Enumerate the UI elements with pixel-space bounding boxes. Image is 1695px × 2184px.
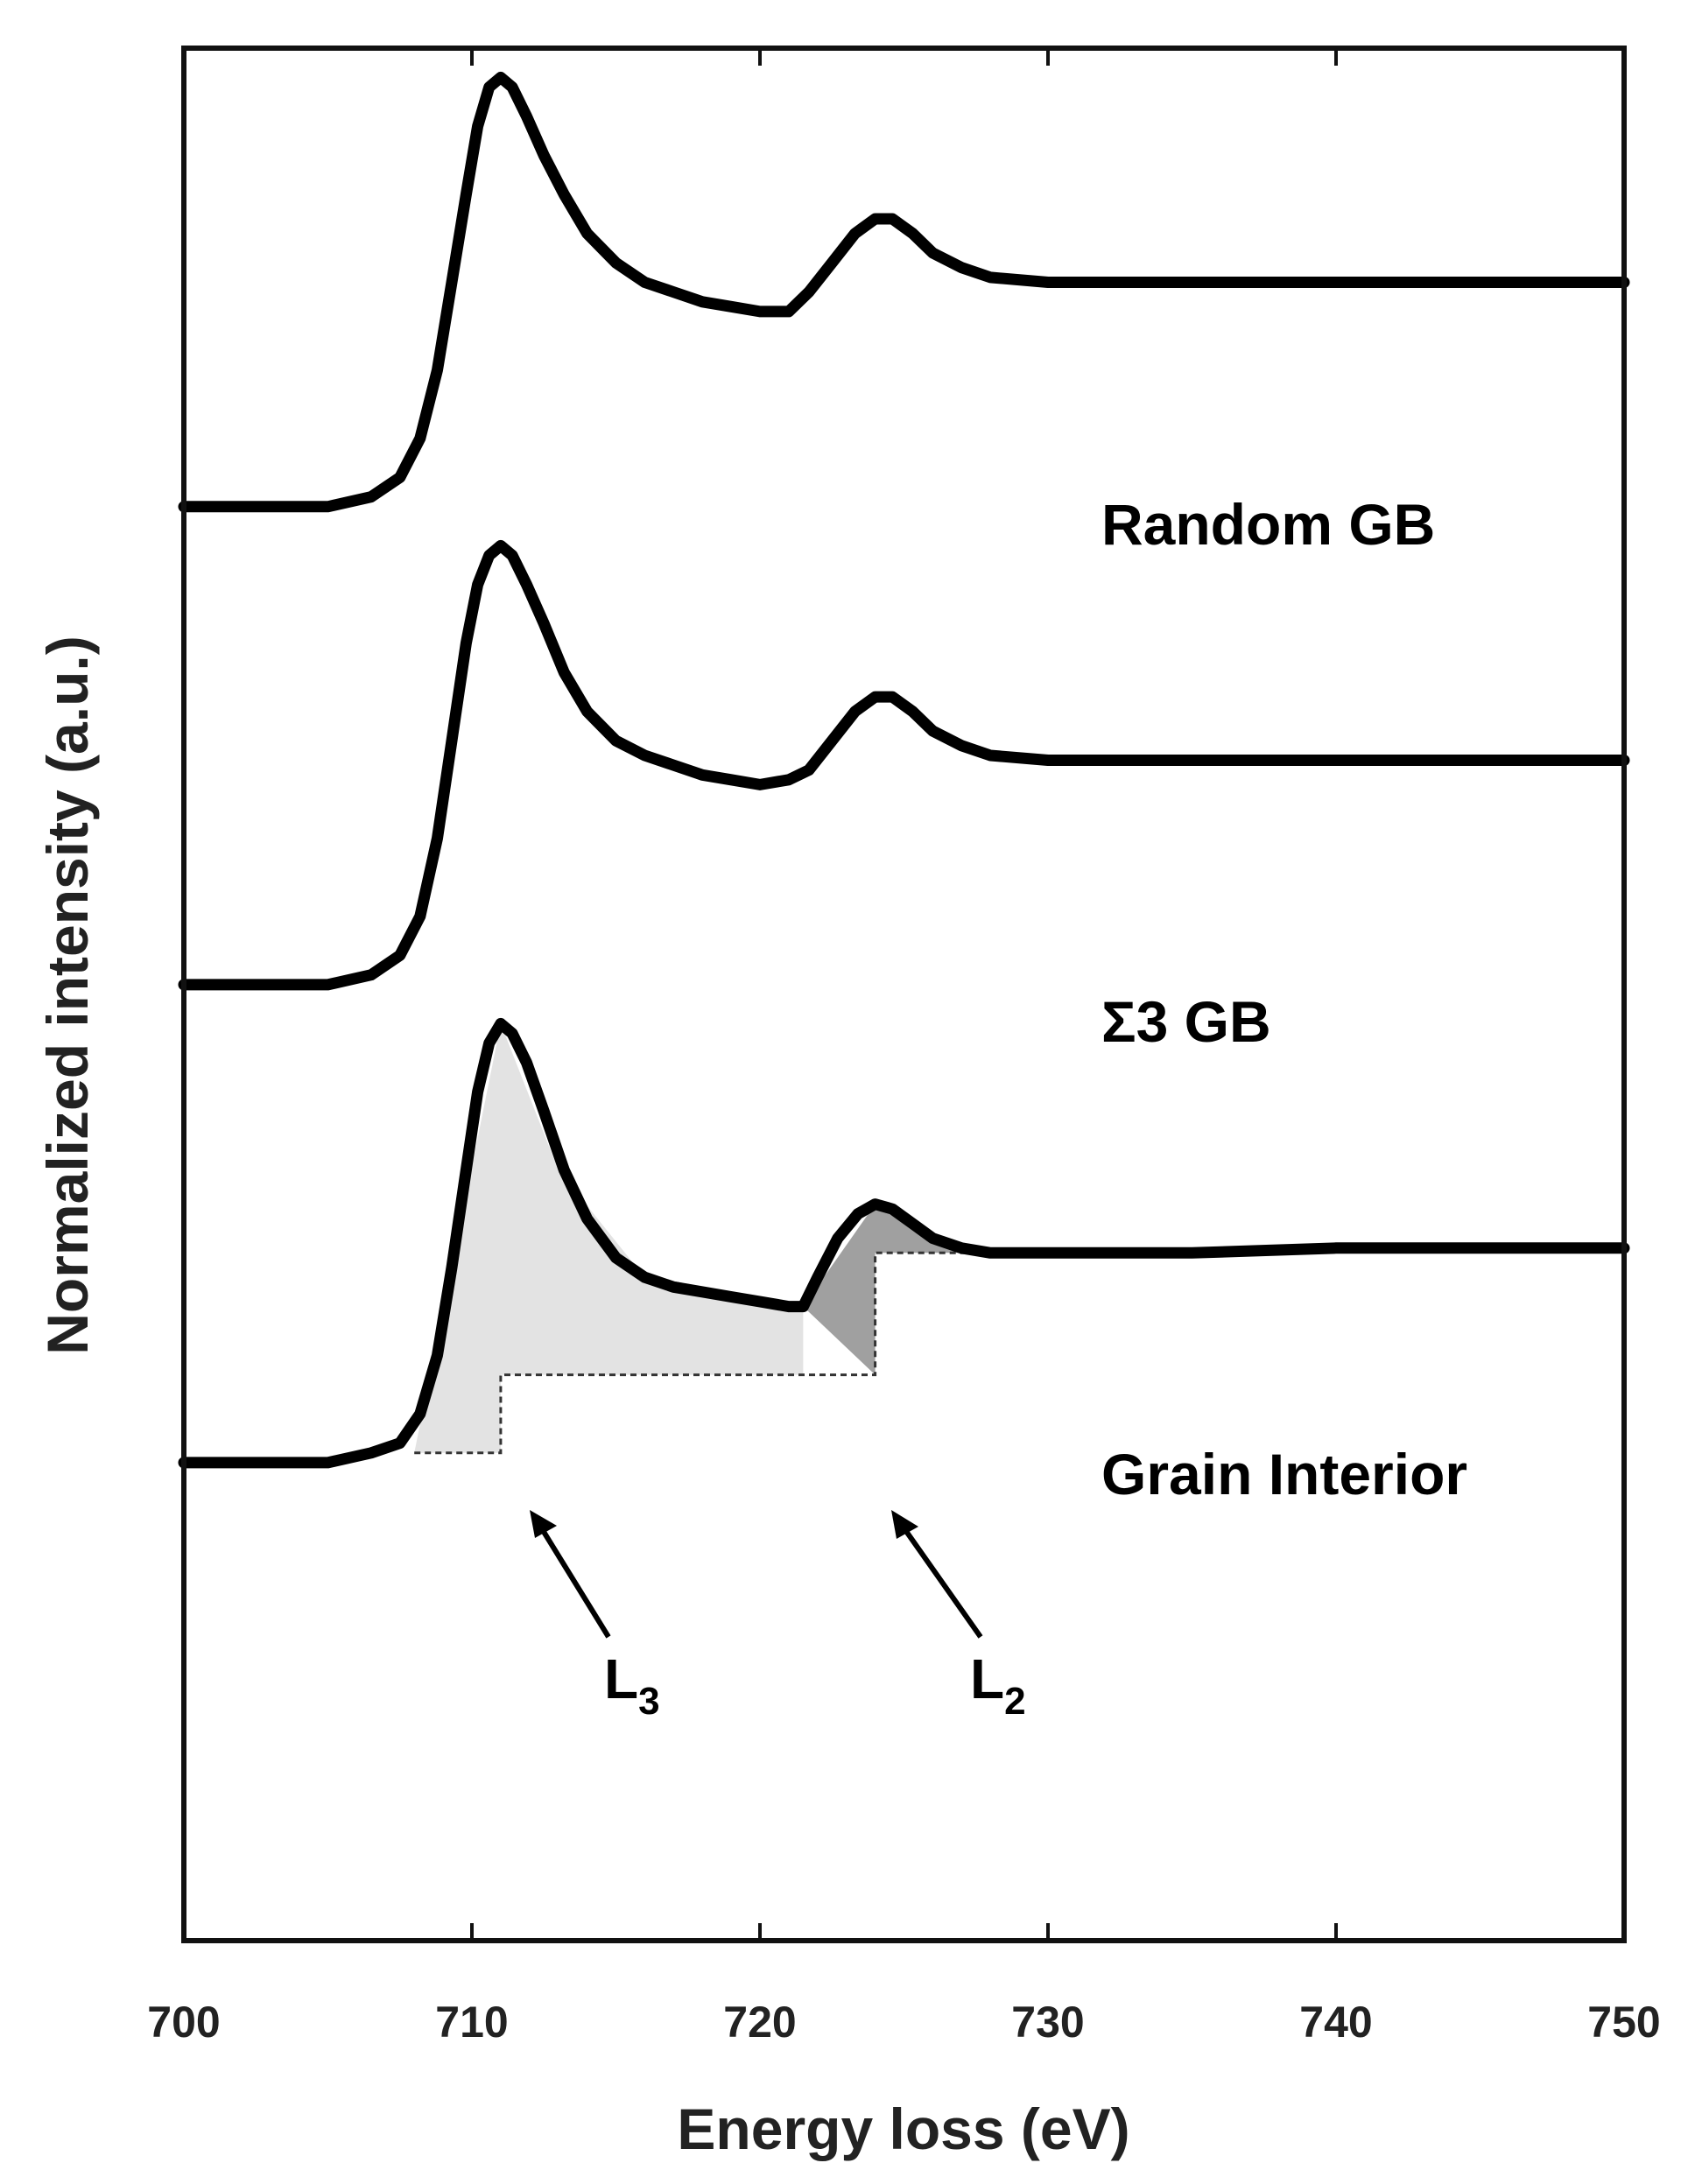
l3-arrow-shaft: [538, 1526, 611, 1639]
l3-annotation: L3: [530, 1510, 660, 1723]
step-background-line: [414, 1251, 991, 1455]
series-label-sigma3-gb: Σ3 GB: [1101, 989, 1271, 1054]
series-line-grain-interior-2: [178, 1017, 1630, 1469]
l3-label: L3: [604, 1647, 660, 1723]
y-axis-title: Normalized intensity (a.u.): [35, 636, 100, 1354]
x-tick-label-750: 750: [1587, 1998, 1660, 2047]
series-line-random-gb-0: [178, 71, 1630, 513]
x-tick-label-740: 740: [1299, 1998, 1372, 2047]
l3-arrow-head: [530, 1510, 557, 1538]
x-tick-label-710: 710: [435, 1998, 508, 2047]
l2-arrow-head: [891, 1510, 918, 1539]
l2-annotation: L2: [891, 1510, 1026, 1723]
l2-arrow-shaft: [901, 1526, 983, 1639]
series-line-3-gb-1: [178, 539, 1630, 991]
x-tick-label-700: 700: [147, 1998, 220, 2047]
x-tick-label-720: 720: [723, 1998, 796, 2047]
plot-frame: [181, 46, 1627, 1943]
l3-shaded-area: [414, 1023, 804, 1453]
l2-label: L2: [970, 1647, 1026, 1723]
series-layer: [178, 71, 1630, 1469]
x-tick-label-730: 730: [1011, 1998, 1084, 2047]
series-label-grain-interior: Grain Interior: [1101, 1442, 1467, 1506]
x-axis-title: Energy loss (eV): [677, 2096, 1129, 2161]
series-label-random-gb: Random GB: [1101, 492, 1435, 557]
x-ticks: 700 710 720 730 740 750: [147, 48, 1661, 2047]
